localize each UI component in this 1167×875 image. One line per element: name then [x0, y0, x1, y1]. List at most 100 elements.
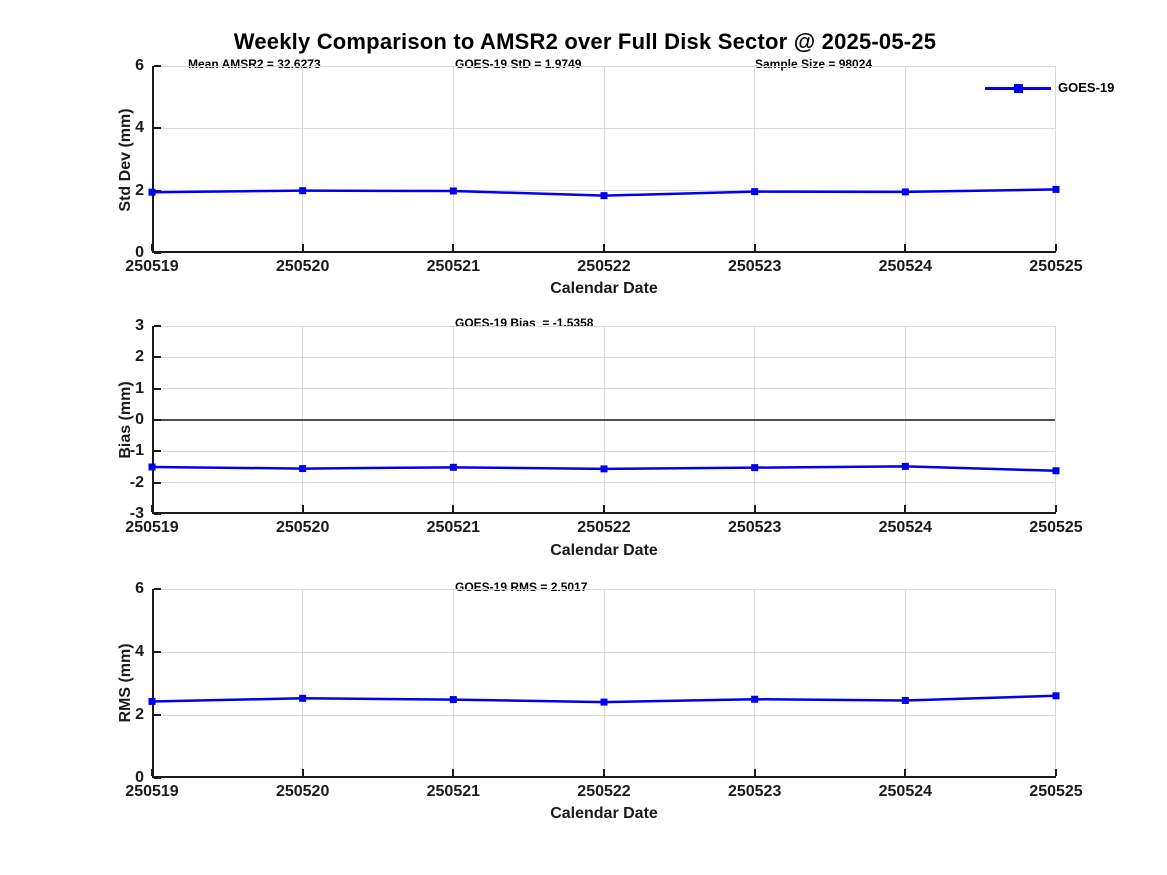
- y-tick-label: 6: [135, 580, 144, 597]
- x-tick-label: 250524: [878, 519, 933, 536]
- x-axis-tick: [1055, 769, 1057, 776]
- x-axis-line: [152, 776, 1056, 778]
- x-tick-label: 250524: [878, 783, 933, 800]
- y-axis-tick: [154, 252, 161, 254]
- x-tick-label: 250521: [426, 783, 481, 800]
- x-tick-label: 250522: [577, 519, 631, 536]
- series-line-goes19: [148, 462, 1060, 475]
- annotation-mean-amsr2: Mean AMSR2 = 32.6273: [188, 57, 321, 71]
- plot-right-edge: [1055, 589, 1056, 778]
- data-point-marker: [148, 188, 156, 196]
- data-point-marker: [600, 465, 608, 473]
- gridline: [904, 589, 906, 778]
- gridline: [904, 66, 906, 253]
- x-axis-tick: [603, 769, 605, 776]
- y-axis-line: [152, 66, 154, 253]
- x-axis-tick: [301, 769, 304, 776]
- x-tick-label: 250521: [426, 519, 481, 536]
- x-axis-line: [152, 251, 1056, 253]
- x-tick-label: 250521: [426, 258, 481, 275]
- x-tick-label: 250520: [275, 519, 330, 536]
- gridline: [754, 66, 756, 253]
- gridline: [302, 66, 304, 253]
- data-point-marker: [449, 187, 457, 195]
- x-tick-label: 250519: [125, 258, 179, 275]
- plot-right-edge: [1055, 326, 1056, 514]
- data-point-marker: [901, 188, 909, 196]
- rms-x-axis-label: Calendar Date: [550, 805, 658, 822]
- x-tick-label: 250520: [275, 783, 330, 800]
- y-tick-label: 6: [135, 57, 144, 74]
- x-axis-tick: [1055, 244, 1057, 251]
- x-tick-label: 250519: [125, 783, 179, 800]
- x-tick-label: 250522: [577, 258, 631, 275]
- y-tick-label: 4: [135, 119, 144, 137]
- y-axis-tick: [154, 325, 161, 327]
- y-axis-tick: [154, 127, 161, 130]
- y-axis-tick: [154, 651, 161, 653]
- y-tick-label: -1: [129, 442, 144, 460]
- data-point-marker: [1052, 692, 1060, 700]
- y-axis-tick: [154, 189, 161, 192]
- y-tick-label: 2: [135, 348, 144, 366]
- y-axis-tick: [154, 481, 161, 484]
- x-axis-tick: [301, 505, 304, 512]
- data-point-marker: [299, 465, 307, 473]
- y-axis-tick: [154, 356, 161, 359]
- data-point-marker: [751, 188, 759, 196]
- x-tick-label: 250525: [1029, 519, 1083, 536]
- x-axis-tick: [151, 505, 153, 512]
- annotation-goes19-std: GOES-19 StD = 1.9749: [455, 57, 582, 71]
- x-tick-label: 250523: [727, 258, 782, 275]
- gridline: [603, 66, 605, 253]
- x-axis-tick: [753, 769, 756, 776]
- x-axis-tick: [151, 244, 153, 251]
- data-point-marker: [449, 463, 457, 471]
- y-axis-line: [152, 326, 154, 514]
- data-point-marker: [148, 697, 156, 705]
- x-axis-tick: [904, 769, 907, 776]
- data-point-marker: [299, 187, 307, 195]
- data-point-marker: [600, 698, 608, 706]
- gridline: [754, 589, 756, 778]
- gridline: [452, 66, 454, 253]
- y-tick-label: 1: [135, 379, 144, 397]
- x-tick-label: 250519: [125, 519, 179, 536]
- y-axis-line: [152, 589, 154, 778]
- x-tick-label: 250523: [727, 783, 782, 800]
- zero-reference-line: [152, 419, 1056, 421]
- y-axis-tick: [154, 714, 161, 716]
- annotation-goes19-rms: GOES-19 RMS = 2.5017: [455, 580, 588, 594]
- plot-top-edge: [152, 326, 1056, 327]
- data-point-marker: [751, 695, 759, 703]
- x-axis-tick: [452, 505, 455, 512]
- gridline: [152, 190, 1056, 192]
- x-axis-tick: [1055, 505, 1057, 512]
- gridline: [152, 651, 1056, 653]
- gridline: [152, 450, 1056, 452]
- data-point-marker: [1052, 185, 1060, 193]
- x-axis-tick: [603, 244, 605, 251]
- x-axis-tick: [904, 505, 907, 512]
- x-axis-tick: [753, 244, 756, 251]
- y-tick-label: -2: [129, 473, 144, 491]
- gridline: [152, 714, 1056, 716]
- y-axis-tick: [154, 65, 161, 67]
- figure-title: Weekly Comparison to AMSR2 over Full Dis…: [233, 29, 937, 54]
- stddev-plot-area: [148, 65, 1060, 254]
- x-axis-line: [152, 512, 1056, 514]
- data-point-marker: [299, 694, 307, 702]
- gridline: [603, 589, 605, 778]
- y-tick-label: 3: [135, 317, 144, 334]
- rms-plot-area: [148, 588, 1060, 779]
- gridline: [152, 356, 1056, 358]
- plot-top-edge: [152, 589, 1056, 590]
- y-tick-label: 2: [135, 706, 144, 723]
- x-tick-label: 250524: [878, 258, 933, 275]
- gridline: [152, 388, 1056, 390]
- y-tick-label: -3: [129, 505, 144, 522]
- data-point-marker: [449, 696, 457, 704]
- data-point-marker: [600, 192, 608, 200]
